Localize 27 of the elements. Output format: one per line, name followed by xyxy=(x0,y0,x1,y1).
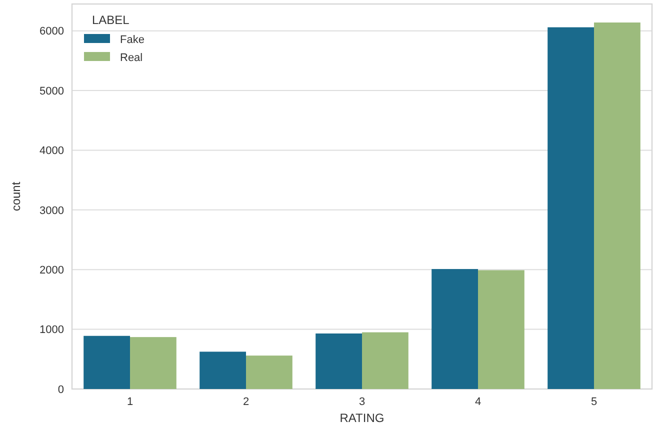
legend-label: Fake xyxy=(120,34,144,46)
bar xyxy=(316,333,362,389)
legend-label: Real xyxy=(120,52,143,64)
y-axis-title: count xyxy=(9,181,23,212)
bar xyxy=(362,332,408,389)
y-tick-label: 5000 xyxy=(40,85,64,98)
bar xyxy=(200,352,246,389)
y-tick-label: 4000 xyxy=(40,145,64,158)
y-tick-label: 3000 xyxy=(40,204,64,217)
x-tick-label: 2 xyxy=(242,396,250,408)
x-tick-label: 3 xyxy=(358,396,366,408)
bar xyxy=(594,22,640,389)
x-tick-label: 5 xyxy=(590,396,598,408)
x-tick-label: 4 xyxy=(474,396,482,408)
bar xyxy=(84,336,130,389)
bar xyxy=(478,270,524,389)
bar xyxy=(432,269,478,389)
legend-title: LABEL xyxy=(92,13,130,27)
x-axis-title: RATING xyxy=(340,411,384,425)
y-tick-label: 1000 xyxy=(40,324,64,336)
bar xyxy=(246,356,292,389)
x-tick-label: 1 xyxy=(126,396,134,408)
y-tick-label: 0 xyxy=(58,384,64,396)
bar xyxy=(548,27,594,389)
bar xyxy=(130,337,176,389)
y-tick-label: 6000 xyxy=(40,26,64,38)
y-tick-label: 2000 xyxy=(40,264,64,276)
